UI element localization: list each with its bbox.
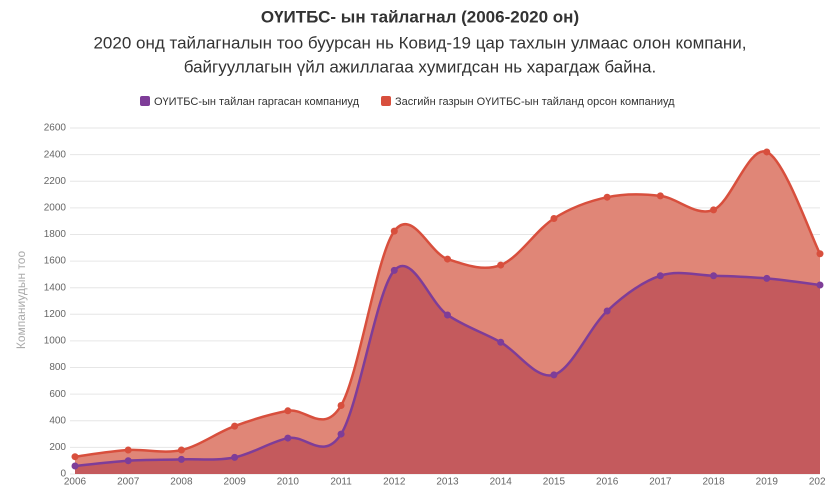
x-tick-label: 2009 xyxy=(224,477,247,485)
legend-swatch xyxy=(381,96,391,106)
point xyxy=(71,453,79,461)
point xyxy=(71,462,79,470)
x-tick-label: 2020 xyxy=(809,477,825,485)
point xyxy=(603,193,611,201)
x-tick-label: 2013 xyxy=(436,477,459,485)
legend-label: Засгийн газрын ОҮИТБС-ын тайланд орсон к… xyxy=(395,96,675,108)
x-tick-label: 2011 xyxy=(330,477,352,485)
y-tick-label: 1600 xyxy=(44,256,67,267)
point xyxy=(763,148,771,156)
point xyxy=(816,281,824,289)
point xyxy=(656,192,664,200)
y-tick-label: 2200 xyxy=(44,176,67,187)
point xyxy=(763,274,771,282)
y-tick-label: 0 xyxy=(60,469,66,480)
point xyxy=(444,311,451,319)
point xyxy=(284,434,292,442)
point xyxy=(284,407,292,415)
point xyxy=(710,272,718,280)
chart-subtitle: 2020 онд тайлагналын тоо буурсан нь Кови… xyxy=(93,33,746,52)
y-tick-label: 2600 xyxy=(44,123,67,134)
y-tick-label: 1000 xyxy=(44,336,67,347)
line xyxy=(74,264,821,468)
y-tick-label: 2400 xyxy=(44,149,67,160)
y-tick-label: 600 xyxy=(49,389,66,400)
point xyxy=(390,227,398,235)
y-axis-label: Компаниудын тоо xyxy=(14,251,28,350)
chart-title: ОҮИТБС- ын тайлагнал (2006-2020 он) xyxy=(261,7,579,26)
y-tick-label: 1400 xyxy=(44,282,67,293)
y-tick-label: 200 xyxy=(49,442,66,453)
point xyxy=(177,455,185,463)
legend-label: ОҮИТБС-ын тайлан гаргасан компаниуд xyxy=(154,96,360,108)
point xyxy=(231,453,239,461)
point xyxy=(337,430,345,438)
x-tick-label: 2006 xyxy=(64,477,87,485)
point xyxy=(816,250,824,258)
point xyxy=(124,457,132,465)
point xyxy=(497,338,505,346)
x-tick-label: 2014 xyxy=(490,477,513,485)
point xyxy=(124,446,132,454)
x-tick-label: 2016 xyxy=(596,477,619,485)
x-tick-label: 2017 xyxy=(649,477,672,485)
point xyxy=(177,446,185,454)
x-tick-label: 2018 xyxy=(702,477,725,485)
point xyxy=(603,307,611,315)
y-tick-label: 400 xyxy=(49,415,66,426)
y-tick-label: 2000 xyxy=(44,202,67,213)
x-tick-label: 2008 xyxy=(170,477,193,485)
point xyxy=(231,422,239,430)
x-tick-label: 2012 xyxy=(383,477,406,485)
point xyxy=(656,272,664,280)
point xyxy=(444,255,451,263)
x-tick-label: 2015 xyxy=(543,477,566,485)
point xyxy=(550,214,558,222)
x-tick-label: 2007 xyxy=(117,477,140,485)
point xyxy=(710,206,718,214)
y-tick-label: 1800 xyxy=(44,229,67,240)
area xyxy=(75,265,820,474)
point xyxy=(390,266,398,274)
chart-subtitle: байгууллагын үйл ажиллагаа хумигдсан нь … xyxy=(184,57,657,76)
x-tick-label: 2010 xyxy=(277,477,300,485)
point xyxy=(497,261,505,269)
y-tick-label: 800 xyxy=(49,362,66,373)
x-tick-label: 2019 xyxy=(756,477,779,485)
y-tick-label: 1200 xyxy=(44,309,67,320)
point xyxy=(550,371,558,379)
point xyxy=(337,401,345,409)
legend-swatch xyxy=(140,96,150,106)
